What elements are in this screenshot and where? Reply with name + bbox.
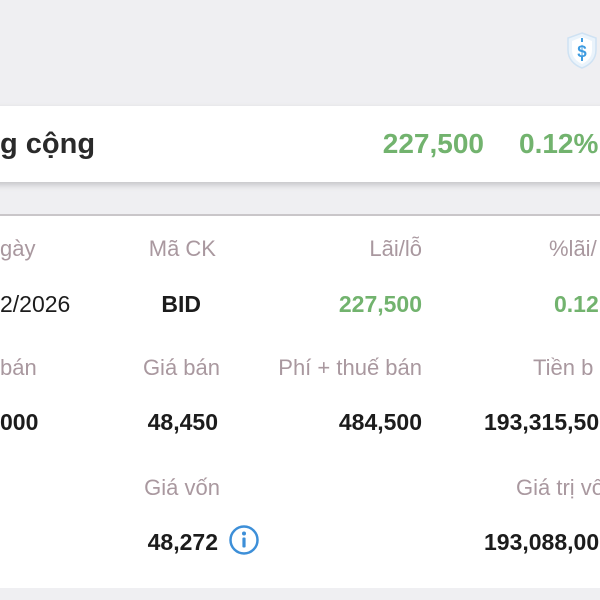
sell-price-label: Giá bán (142, 355, 220, 380)
sell-quantity-value: 000 (0, 409, 39, 435)
sell-fee-tax-value: 484,500 (338, 409, 422, 435)
capital-value-label: Giá trị vố (516, 475, 600, 500)
total-pnl-percent: 0.12% (519, 128, 599, 159)
cost-price-label: Giá vốn (144, 475, 220, 500)
total-summary-bar (0, 106, 600, 182)
total-pnl-value: 227,500 (382, 128, 484, 159)
profit-loss-percent-value: 0.12 (554, 291, 599, 317)
profit-loss-percent-label: %lãi/ (549, 236, 597, 261)
date-label: gày (0, 236, 36, 261)
shield-dollar-icon[interactable]: $ (563, 30, 600, 70)
info-icon[interactable] (228, 524, 260, 556)
sell-proceeds-label: Tiền b (533, 355, 594, 380)
sell-fee-tax-label: Phí + thuế bán (278, 355, 422, 380)
sell-proceeds-value: 193,315,50 (484, 409, 600, 435)
capital-value-value: 193,088,00 (484, 529, 600, 555)
cost-price-value: 48,272 (147, 529, 218, 555)
sell-quantity-label: bán (0, 355, 37, 380)
sell-price-value: 48,450 (147, 409, 218, 435)
profit-loss-value: 227,500 (338, 291, 422, 317)
profit-loss-label: Lãi/lỗ (369, 236, 422, 261)
stock-code-label: Mã CK (148, 236, 216, 261)
stock-code-value: BID (161, 291, 201, 317)
date-value: 2/2026 (0, 291, 71, 317)
total-label: g cộng (0, 128, 96, 160)
transaction-detail-card (0, 214, 600, 588)
svg-text:$: $ (577, 42, 587, 61)
